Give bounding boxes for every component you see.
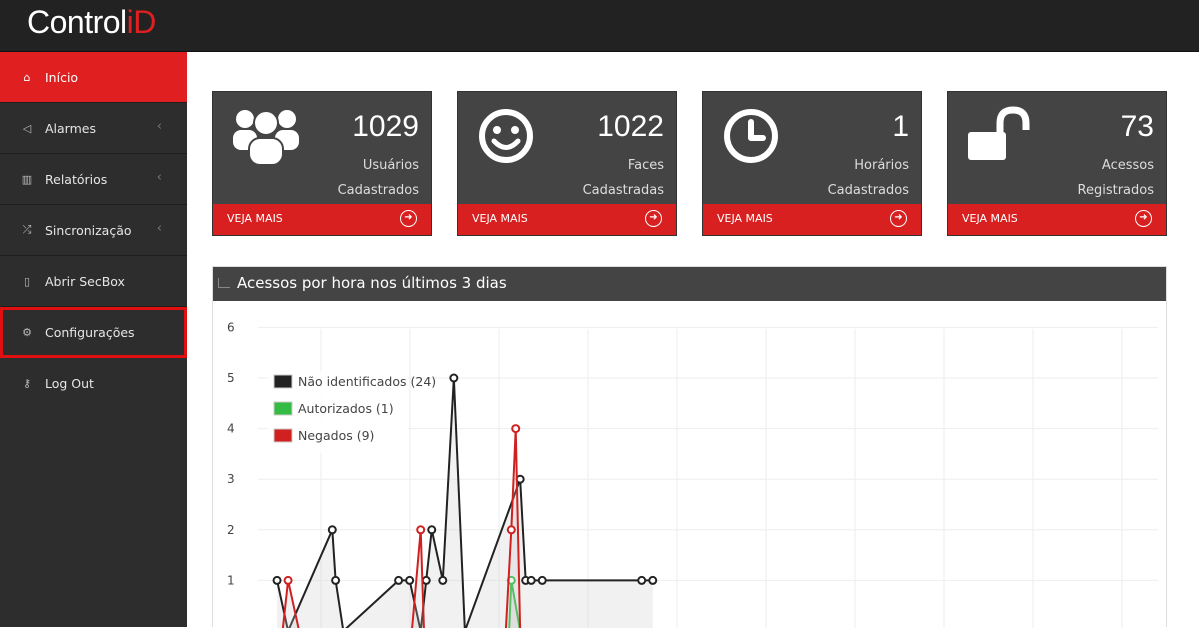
access-chart: 6 5 4 3 2 1 Não identificados (24) Autorizados … <box>227 320 1158 632</box>
card-label-line2: Cadastrados <box>337 183 419 198</box>
key-icon: ⚷ <box>22 377 32 390</box>
chevron-left-icon: ‹ <box>156 170 162 185</box>
data-point <box>537 575 547 585</box>
card-label-line2: Cadastradas <box>582 183 664 198</box>
card-label-line1: Acessos <box>1101 158 1154 173</box>
smile-icon <box>479 109 533 163</box>
veja-mais-link[interactable]: VEJA MAIS ➜ <box>948 204 1166 235</box>
series-line <box>281 428 522 632</box>
stat-card-horarios: 1 Horários Cadastrados VEJA MAIS ➜ <box>702 91 922 236</box>
card-label-line1: Usuários <box>362 158 419 173</box>
card-label-line2: Registrados <box>1077 183 1154 198</box>
sidebar-item-label: Log Out <box>45 376 94 391</box>
chart-title: Acessos por hora nos últimos 3 dias <box>237 274 507 292</box>
y-tick-label: 5 <box>227 371 235 385</box>
sidebar-item-abrir-secbox[interactable]: ▯ Abrir SecBox <box>0 256 187 307</box>
data-point <box>272 575 282 585</box>
stat-card-usuarios: 1029 Usuários Cadastrados VEJA MAIS ➜ <box>212 91 432 236</box>
data-point <box>637 575 647 585</box>
sidebar-item-alarmes[interactable]: ◁ Alarmes ‹ <box>0 103 187 154</box>
card-label-line2: Cadastrados <box>827 183 909 198</box>
y-tick-label: 2 <box>227 523 235 537</box>
data-point <box>526 575 536 585</box>
card-value: 73 <box>1120 110 1154 143</box>
veja-mais-label: VEJA MAIS <box>962 212 1018 225</box>
card-label-line1: Horários <box>854 158 909 173</box>
sidebar-item-inicio[interactable]: ⌂ Início <box>0 52 187 103</box>
data-point <box>416 525 426 535</box>
app-logo[interactable]: ControliD <box>27 4 156 40</box>
sidebar-item-label: Alarmes <box>45 120 96 136</box>
data-point <box>394 575 404 585</box>
chevron-left-icon: ‹ <box>156 221 162 236</box>
megaphone-icon: ◁ <box>22 121 32 135</box>
veja-mais-label: VEJA MAIS <box>472 212 528 225</box>
data-point <box>438 575 448 585</box>
sidebar-item-sincronizacao[interactable]: ⤮ Sincronização ‹ <box>0 205 187 256</box>
sidebar-item-label: Relatórios <box>45 171 108 187</box>
data-point <box>449 373 459 383</box>
veja-mais-link[interactable]: VEJA MAIS ➜ <box>703 204 921 235</box>
card-value: 1 <box>892 110 909 143</box>
sidebar-item-label: Início <box>45 69 79 85</box>
series-area <box>277 378 653 631</box>
card-value: 1029 <box>352 110 419 143</box>
legend-swatch <box>273 428 293 443</box>
home-icon: ⌂ <box>23 70 31 84</box>
legend-swatch <box>273 401 293 416</box>
y-tick-label: 3 <box>227 472 235 486</box>
veja-mais-link[interactable]: VEJA MAIS ➜ <box>213 204 431 235</box>
chart-panel-header: Acessos por hora nos últimos 3 dias <box>213 267 1166 301</box>
sidebar-item-logout[interactable]: ⚷ Log Out <box>0 358 187 409</box>
y-tick-label: 1 <box>227 573 235 587</box>
y-tick-label: 4 <box>227 422 235 436</box>
arrow-circle-right-icon: ➜ <box>400 210 417 227</box>
top-bar: ControliD <box>0 0 1199 52</box>
data-point <box>331 575 341 585</box>
stat-card-acessos: 73 Acessos Registrados VEJA MAIS ➜ <box>947 91 1167 236</box>
data-point <box>648 575 658 585</box>
arrow-circle-right-icon: ➜ <box>1135 210 1152 227</box>
data-point <box>283 575 293 585</box>
sidebar: ⌂ Início ◁ Alarmes ‹ ▥ Relatórios ‹ ⤮ Si… <box>0 52 187 627</box>
card-label-line1: Faces <box>627 158 664 173</box>
card-value: 1022 <box>597 110 664 143</box>
sidebar-item-configuracoes[interactable]: ⚙ Configurações <box>0 307 187 358</box>
chart-icon: ▥ <box>21 172 33 186</box>
shuffle-icon: ⤮ <box>22 223 32 236</box>
gears-icon: ⚙ <box>22 325 32 339</box>
legend-label: Autorizados (1) <box>298 401 394 416</box>
legend-swatch <box>273 374 293 389</box>
sidebar-item-label: Configurações <box>45 324 135 340</box>
users-icon <box>233 110 299 166</box>
data-point <box>511 424 521 434</box>
veja-mais-label: VEJA MAIS <box>717 212 773 225</box>
data-point <box>405 575 415 585</box>
door-icon: ▯ <box>23 274 31 288</box>
bar-chart-icon <box>218 278 230 288</box>
clock-icon <box>724 109 778 163</box>
stat-card-faces: 1022 Faces Cadastradas VEJA MAIS ➜ <box>457 91 677 236</box>
legend-label: Não identificados (24) <box>298 374 436 389</box>
sidebar-item-label: Abrir SecBox <box>45 273 125 289</box>
sidebar-item-relatorios[interactable]: ▥ Relatórios ‹ <box>0 154 187 205</box>
arrow-circle-right-icon: ➜ <box>890 210 907 227</box>
legend-label: Negados (9) <box>298 428 374 443</box>
veja-mais-label: VEJA MAIS <box>227 212 283 225</box>
y-tick-label: 6 <box>227 320 235 334</box>
arrow-circle-right-icon: ➜ <box>645 210 662 227</box>
data-point <box>327 525 337 535</box>
unlock-icon <box>968 106 1030 160</box>
data-point <box>427 525 437 535</box>
veja-mais-link[interactable]: VEJA MAIS ➜ <box>458 204 676 235</box>
data-point <box>506 525 516 535</box>
sidebar-item-label: Sincronização <box>45 222 132 238</box>
chart-panel: Acessos por hora nos últimos 3 dias 6 5 4 3… <box>212 266 1167 632</box>
chevron-left-icon: ‹ <box>156 119 162 134</box>
data-point <box>421 575 431 585</box>
